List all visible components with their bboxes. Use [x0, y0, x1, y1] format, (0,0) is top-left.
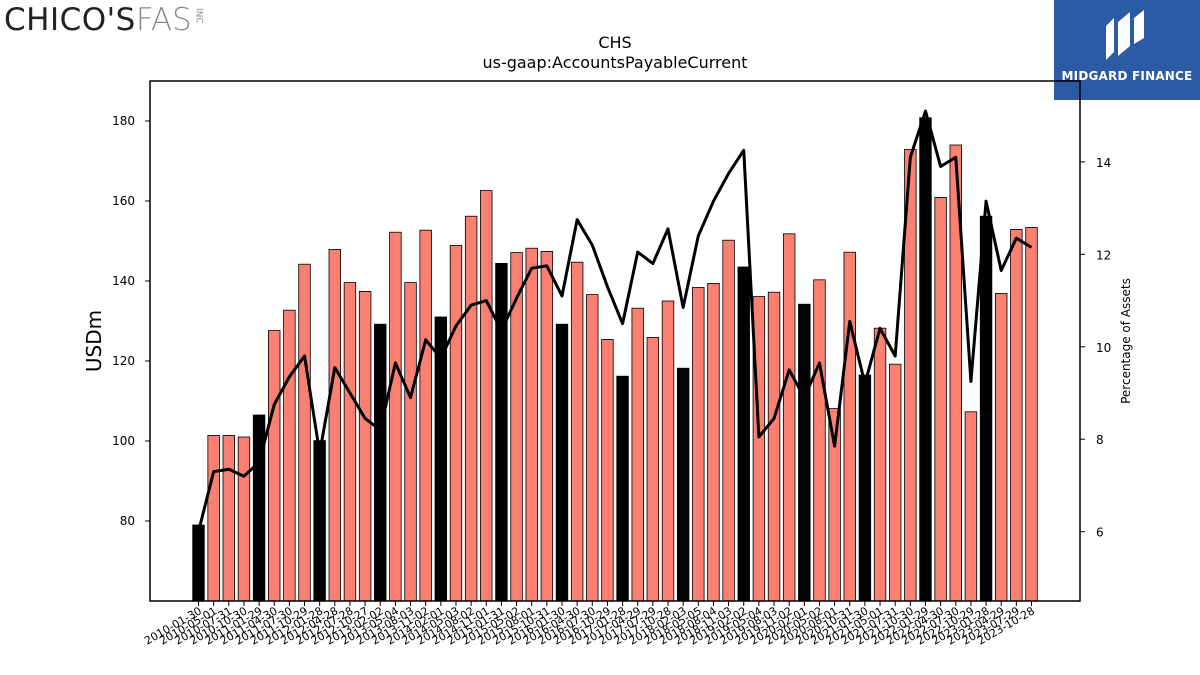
bar: [586, 294, 599, 602]
bar: [192, 524, 205, 602]
bar: [1025, 226, 1038, 602]
bar: [540, 250, 554, 602]
y-tick-label: 80: [120, 514, 135, 528]
bar: [495, 262, 508, 602]
y2-axis-label: Percentage of Assets: [1119, 278, 1133, 404]
bar: [298, 263, 311, 602]
y2-tick-label: 12: [1096, 248, 1111, 262]
bar: [268, 330, 281, 602]
x-axis: 2010-01-302010-05-012010-07-312010-10-30…: [142, 601, 1037, 648]
bar: [782, 233, 796, 602]
bar-series: [192, 117, 1038, 602]
bar: [631, 307, 644, 602]
bar: [343, 282, 357, 602]
y-tick-label: 160: [112, 194, 135, 208]
y-tick-label: 140: [112, 274, 135, 288]
bar: [707, 282, 720, 602]
chart-title: CHS: [598, 33, 631, 52]
bar: [404, 282, 417, 602]
bar: [313, 440, 326, 602]
company-logo-suffix: FAS: [135, 2, 192, 38]
line-series: [197, 109, 1033, 533]
y2-axis: 6 8 10 12 14: [1080, 156, 1111, 540]
bar: [873, 327, 887, 602]
y-tick-label: 100: [112, 434, 135, 448]
bar: [283, 309, 296, 602]
y2-tick-label: 14: [1096, 156, 1111, 170]
bar: [389, 231, 402, 602]
bar: [237, 436, 251, 602]
bar: [1010, 228, 1023, 602]
chart-subtitle: us-gaap:AccountsPayableCurrent: [482, 53, 747, 72]
bar: [601, 338, 614, 602]
y2-tick-label: 6: [1096, 526, 1104, 540]
y2-tick-label: 10: [1096, 341, 1111, 355]
bar: [979, 215, 993, 602]
publisher-logo: MIDGARD FINANCE: [1054, 0, 1200, 100]
bar: [480, 190, 493, 602]
bar: [464, 215, 478, 602]
bar: [555, 323, 569, 602]
bar: [692, 286, 705, 602]
bar: [661, 300, 675, 602]
bar: [374, 323, 387, 602]
midgard-m-icon: [1106, 10, 1144, 60]
bar: [419, 229, 432, 602]
bar: [813, 279, 826, 602]
bar: [676, 367, 690, 602]
bar: [646, 336, 660, 602]
publisher-logo-name: MIDGARD FINANCE: [1061, 69, 1193, 83]
bar: [798, 303, 811, 602]
company-logo-name: CHICO'S: [4, 2, 136, 38]
bar: [995, 292, 1008, 602]
bar: [843, 251, 856, 602]
bar: [358, 290, 372, 602]
bar: [888, 363, 902, 602]
y-axis: 80 100 120 140 160 180: [112, 114, 150, 528]
bar: [207, 434, 220, 602]
company-logo-inc: INC: [193, 8, 204, 24]
bar: [616, 375, 629, 602]
bar: [570, 261, 584, 602]
bar: [222, 434, 235, 602]
bar: [767, 291, 781, 602]
bar: [328, 248, 342, 602]
y-axis-label: USDm: [82, 310, 106, 372]
y2-tick-label: 8: [1096, 433, 1104, 447]
y-tick-label: 180: [112, 114, 135, 128]
plot-frame: [149, 80, 1081, 602]
bar: [737, 266, 750, 602]
bar: [964, 411, 978, 602]
bar: [919, 117, 932, 602]
bar: [722, 239, 735, 602]
bar: [858, 374, 872, 602]
percentage-line: [197, 109, 1033, 533]
y-tick-label: 120: [112, 354, 135, 368]
bar: [525, 247, 538, 602]
bar: [449, 244, 463, 602]
company-logo: CHICO'S FAS INC: [4, 2, 204, 42]
bar: [934, 196, 947, 602]
